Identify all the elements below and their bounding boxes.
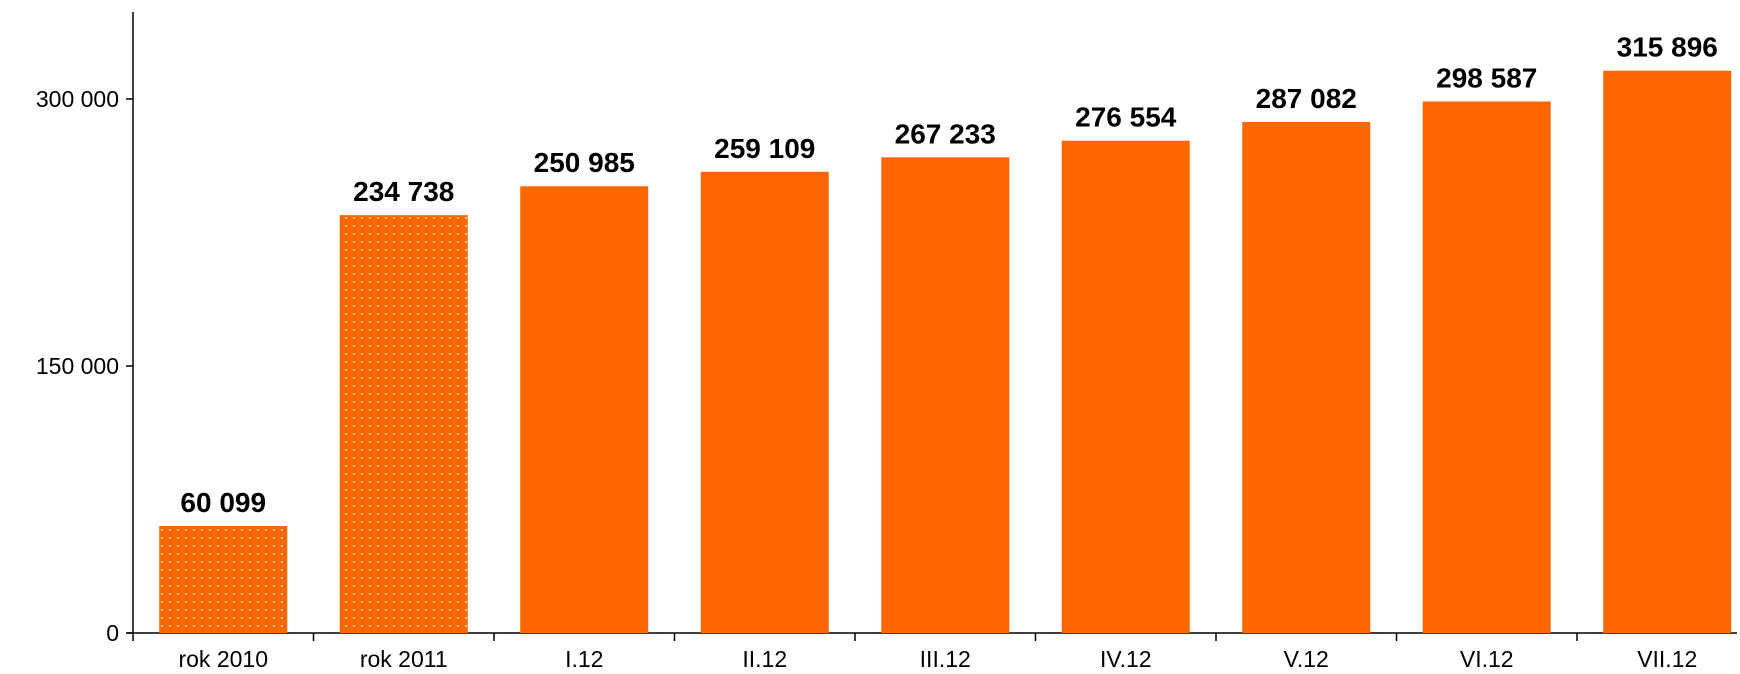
x-tick-label: rok 2011	[360, 646, 448, 672]
bar-value-label: 298 587	[1436, 63, 1537, 94]
y-tick-label: 0	[106, 620, 119, 646]
y-tick-label: 300 000	[36, 86, 119, 112]
y-tick-label: 150 000	[36, 353, 119, 379]
bar-vii-12	[1603, 70, 1732, 633]
x-tick-label: rok 2010	[178, 646, 268, 672]
bar-iv-12	[1061, 140, 1190, 633]
bar-value-label: 60 099	[180, 487, 266, 518]
bar-value-label: 287 082	[1256, 83, 1357, 114]
bar-iii-12	[881, 157, 1010, 633]
bar-value-label: 276 554	[1075, 102, 1177, 133]
bar-value-label: 234 738	[353, 176, 454, 207]
x-tick-label: III.12	[920, 646, 971, 672]
bar-rok-2010	[159, 526, 288, 633]
bar-vi-12	[1422, 101, 1551, 633]
x-tick-label: VI.12	[1460, 646, 1514, 672]
labels: 0 150 000 300 000 60 099 rok 2010 234 738 rok …	[36, 32, 1718, 672]
bar-v-12	[1242, 121, 1371, 633]
bar-rok-2011	[339, 215, 468, 633]
bar-value-label: 315 896	[1617, 32, 1718, 63]
bar-i-12	[520, 186, 649, 633]
bar-value-label: 250 985	[534, 147, 635, 178]
bar-value-label: 267 233	[895, 118, 996, 149]
x-tick-label: IV.12	[1100, 646, 1152, 672]
bars	[159, 70, 1732, 633]
x-tick-label: II.12	[742, 646, 787, 672]
x-tick-label: VII.12	[1637, 646, 1697, 672]
bar-value-label: 259 109	[714, 133, 815, 164]
bar-ii-12	[700, 171, 829, 633]
x-tick-label: V.12	[1284, 646, 1329, 672]
x-tick-label: I.12	[565, 646, 603, 672]
